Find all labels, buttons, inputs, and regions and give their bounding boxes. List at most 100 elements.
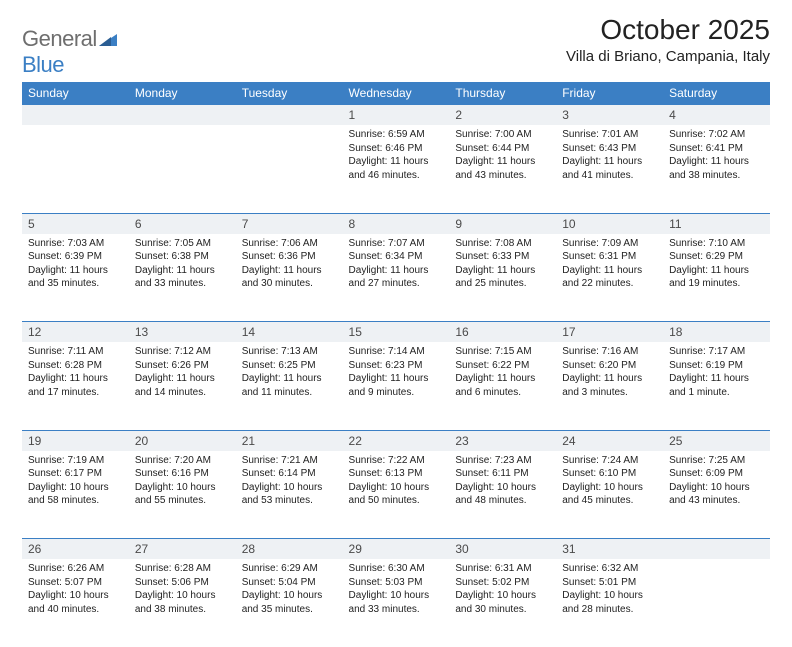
calendar-daynum-row: 567891011 [22, 213, 770, 234]
day-cell: Sunrise: 7:00 AMSunset: 6:44 PMDaylight:… [449, 125, 556, 188]
sunrise-line: Sunrise: 6:28 AM [135, 562, 230, 576]
day-number: 6 [129, 214, 236, 234]
sunrise-line: Sunrise: 6:59 AM [349, 128, 444, 142]
day-number [129, 105, 236, 125]
sunset-line: Sunset: 5:06 PM [135, 576, 230, 590]
weekday-header: Thursday [449, 82, 556, 105]
weekday-header: Tuesday [236, 82, 343, 105]
day-cell: Sunrise: 7:02 AMSunset: 6:41 PMDaylight:… [663, 125, 770, 188]
logo-word-1: General [22, 26, 97, 51]
day-cell: Sunrise: 7:09 AMSunset: 6:31 PMDaylight:… [556, 234, 663, 297]
sunrise-line: Sunrise: 7:14 AM [349, 345, 444, 359]
sunset-line: Sunset: 6:38 PM [135, 250, 230, 264]
calendar-content-row: Sunrise: 7:19 AMSunset: 6:17 PM Daylight:… [22, 451, 770, 539]
day-number: 26 [22, 539, 129, 559]
day-number: 4 [663, 105, 770, 125]
sunset-line: Sunset: 6:36 PM [242, 250, 337, 264]
sunrise-line: Sunrise: 7:24 AM [562, 454, 657, 468]
sunset-line: Sunset: 6:19 PM [669, 359, 764, 373]
sunset-line: Sunset: 6:20 PM [562, 359, 657, 373]
sunrise-line: Sunrise: 6:32 AM [562, 562, 657, 576]
day-number: 2 [449, 105, 556, 125]
day-number: 29 [343, 539, 450, 559]
sunset-line: Sunset: 6:11 PM [455, 467, 550, 481]
daylight-line: Daylight: 11 hours and 9 minutes. [349, 372, 444, 399]
day-number: 8 [343, 214, 450, 234]
daylight-line: Daylight: 11 hours and 33 minutes. [135, 264, 230, 291]
sunset-line: Sunset: 6:28 PM [28, 359, 123, 373]
sunset-line: Sunset: 6:43 PM [562, 142, 657, 156]
day-number: 31 [556, 539, 663, 559]
day-number: 24 [556, 431, 663, 451]
daylight-line: Daylight: 11 hours and 22 minutes. [562, 264, 657, 291]
day-cell: Sunrise: 7:21 AMSunset: 6:14 PMDaylight:… [236, 451, 343, 514]
day-number: 18 [663, 322, 770, 342]
calendar-daynum-row: 1234 [22, 105, 770, 126]
sunrise-line: Sunrise: 7:01 AM [562, 128, 657, 142]
sunrise-line: Sunrise: 7:10 AM [669, 237, 764, 251]
day-cell: Sunrise: 7:15 AMSunset: 6:22 PMDaylight:… [449, 342, 556, 405]
sunrise-line: Sunrise: 7:21 AM [242, 454, 337, 468]
calendar-daynum-row: 19202122232425 [22, 430, 770, 451]
sunrise-line: Sunrise: 6:30 AM [349, 562, 444, 576]
day-cell: Sunrise: 7:06 AMSunset: 6:36 PMDaylight:… [236, 234, 343, 297]
daylight-line: Daylight: 11 hours and 19 minutes. [669, 264, 764, 291]
day-cell: Sunrise: 7:19 AMSunset: 6:17 PMDaylight:… [22, 451, 129, 514]
day-cell: Sunrise: 7:01 AMSunset: 6:43 PMDaylight:… [556, 125, 663, 188]
day-number: 17 [556, 322, 663, 342]
day-number: 1 [343, 105, 450, 125]
day-cell: Sunrise: 7:24 AMSunset: 6:10 PMDaylight:… [556, 451, 663, 514]
sunrise-line: Sunrise: 7:19 AM [28, 454, 123, 468]
sunset-line: Sunset: 6:13 PM [349, 467, 444, 481]
day-cell: Sunrise: 6:59 AMSunset: 6:46 PMDaylight:… [343, 125, 450, 188]
day-number: 22 [343, 431, 450, 451]
sunset-line: Sunset: 6:46 PM [349, 142, 444, 156]
daylight-line: Daylight: 11 hours and 3 minutes. [562, 372, 657, 399]
day-cell: Sunrise: 7:22 AMSunset: 6:13 PMDaylight:… [343, 451, 450, 514]
page-title: October 2025 [566, 14, 770, 46]
sunset-line: Sunset: 6:33 PM [455, 250, 550, 264]
sunset-line: Sunset: 6:44 PM [455, 142, 550, 156]
sunset-line: Sunset: 6:10 PM [562, 467, 657, 481]
day-cell: Sunrise: 6:28 AMSunset: 5:06 PMDaylight:… [129, 559, 236, 622]
sunrise-line: Sunrise: 7:22 AM [349, 454, 444, 468]
sunrise-line: Sunrise: 6:29 AM [242, 562, 337, 576]
daylight-line: Daylight: 10 hours and 45 minutes. [562, 481, 657, 508]
sunrise-line: Sunrise: 7:16 AM [562, 345, 657, 359]
sunset-line: Sunset: 5:07 PM [28, 576, 123, 590]
day-number: 25 [663, 431, 770, 451]
daylight-line: Daylight: 10 hours and 48 minutes. [455, 481, 550, 508]
logo-triangle-icon [99, 26, 117, 51]
sunset-line: Sunset: 6:17 PM [28, 467, 123, 481]
day-cell: Sunrise: 7:13 AMSunset: 6:25 PMDaylight:… [236, 342, 343, 405]
daylight-line: Daylight: 11 hours and 27 minutes. [349, 264, 444, 291]
sunrise-line: Sunrise: 7:09 AM [562, 237, 657, 251]
sunrise-line: Sunrise: 7:11 AM [28, 345, 123, 359]
calendar-content-row: Sunrise: 7:03 AMSunset: 6:39 PMDaylight:… [22, 234, 770, 322]
day-number: 19 [22, 431, 129, 451]
day-cell: Sunrise: 7:11 AMSunset: 6:28 PMDaylight:… [22, 342, 129, 405]
day-cell: Sunrise: 7:10 AMSunset: 6:29 PMDaylight:… [663, 234, 770, 297]
day-cell: Sunrise: 7:08 AMSunset: 6:33 PMDaylight:… [449, 234, 556, 297]
logo: General Blue [22, 14, 117, 78]
daylight-line: Daylight: 10 hours and 55 minutes. [135, 481, 230, 508]
sunrise-line: Sunrise: 7:05 AM [135, 237, 230, 251]
sunset-line: Sunset: 6:31 PM [562, 250, 657, 264]
sunrise-line: Sunrise: 6:26 AM [28, 562, 123, 576]
day-number: 14 [236, 322, 343, 342]
daylight-line: Daylight: 11 hours and 43 minutes. [455, 155, 550, 182]
sunset-line: Sunset: 6:34 PM [349, 250, 444, 264]
day-number: 30 [449, 539, 556, 559]
sunrise-line: Sunrise: 7:15 AM [455, 345, 550, 359]
day-cell: Sunrise: 7:17 AMSunset: 6:19 PMDaylight:… [663, 342, 770, 405]
sunset-line: Sunset: 5:04 PM [242, 576, 337, 590]
sunrise-line: Sunrise: 7:03 AM [28, 237, 123, 251]
day-number: 7 [236, 214, 343, 234]
calendar-daynum-row: 12131415161718 [22, 322, 770, 343]
day-cell: Sunrise: 7:05 AMSunset: 6:38 PMDaylight:… [129, 234, 236, 297]
sunset-line: Sunset: 6:14 PM [242, 467, 337, 481]
weekday-header: Friday [556, 82, 663, 105]
daylight-line: Daylight: 10 hours and 53 minutes. [242, 481, 337, 508]
header: General Blue October 2025 Villa di Brian… [22, 14, 770, 78]
sunrise-line: Sunrise: 7:06 AM [242, 237, 337, 251]
